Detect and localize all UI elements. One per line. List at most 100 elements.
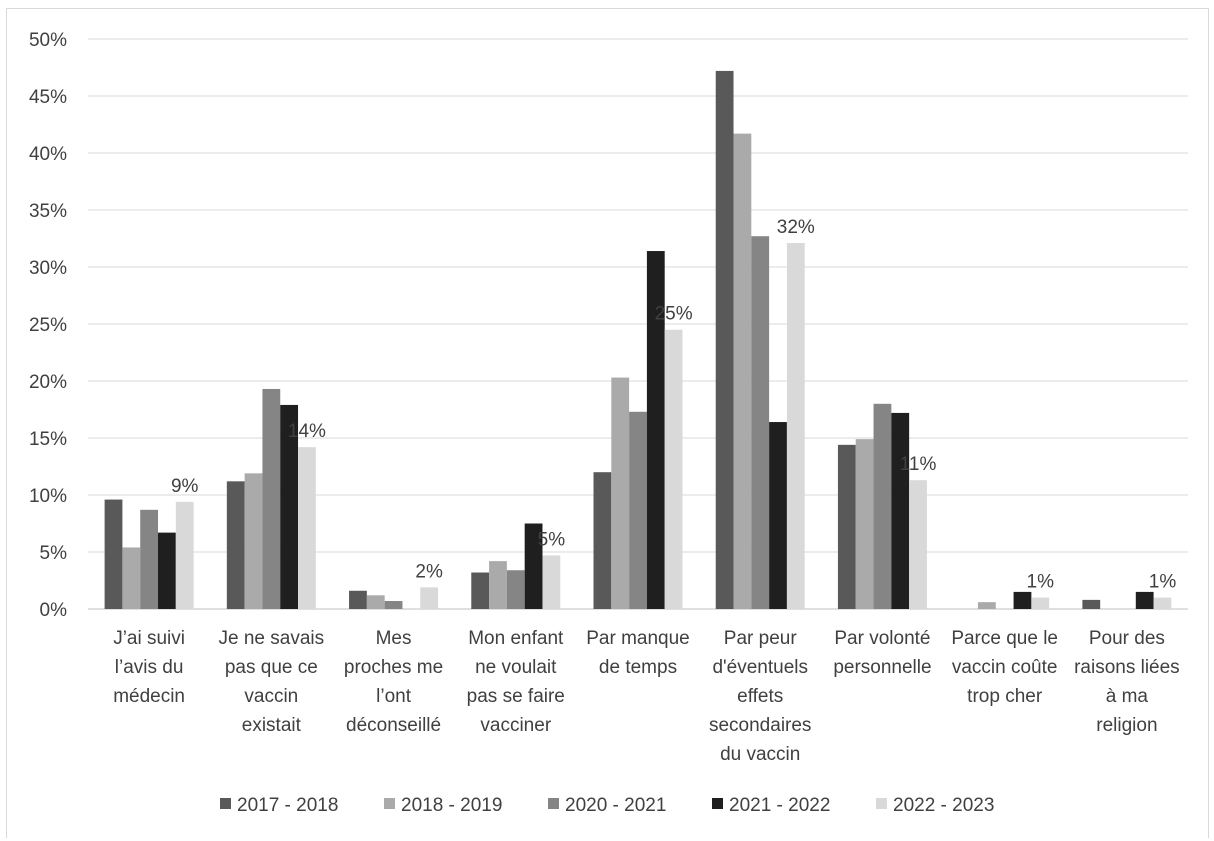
category-label: religion (1096, 715, 1157, 736)
category-label: pas se faire (467, 686, 565, 707)
data-label: 1% (1149, 572, 1177, 593)
bar (855, 439, 874, 609)
y-tick-label: 30% (29, 258, 67, 279)
y-tick-label: 5% (40, 543, 68, 564)
category-label: déconseillé (346, 715, 441, 736)
bar (1031, 597, 1050, 609)
category-label: Pour des (1089, 628, 1165, 649)
legend: 2017 - 2018 2018 - 2019 2020 - 2021 2021 - … (220, 795, 994, 816)
legend-swatch (548, 798, 559, 809)
bar (524, 523, 543, 609)
category-label: vaccin coûte (952, 657, 1058, 678)
bar (593, 472, 612, 609)
data-label: 25% (655, 304, 693, 325)
legend-label: 2017 - 2018 (237, 795, 338, 816)
bar (715, 70, 734, 610)
bar (786, 243, 805, 609)
bar (506, 570, 525, 609)
bar (366, 595, 385, 609)
category-label: de temps (599, 657, 677, 678)
data-label: 9% (171, 476, 199, 497)
category-label: personnelle (833, 657, 931, 678)
legend-label: 2018 - 2019 (401, 795, 502, 816)
legend-label: 2022 - 2023 (893, 795, 994, 816)
category-label: trop cher (967, 686, 1043, 707)
bar (629, 411, 647, 609)
data-label: 32% (777, 217, 815, 238)
category-label: du vaccin (720, 744, 800, 765)
bar (489, 561, 507, 609)
category-label: médecin (113, 686, 185, 707)
bar (977, 602, 996, 609)
bar (646, 251, 665, 610)
bar (158, 532, 176, 609)
bar (542, 555, 561, 609)
category-label: Parce que le (951, 628, 1058, 649)
category-label: Par peur (724, 628, 798, 649)
category-label: Par volonté (834, 628, 930, 649)
y-tick-label: 20% (29, 372, 67, 393)
bar (280, 404, 299, 609)
data-label: 2% (415, 561, 443, 582)
category-label: raisons liées (1074, 657, 1180, 678)
bar (1082, 599, 1101, 609)
chart-frame (6, 8, 1209, 838)
y-tick-label: 35% (29, 201, 67, 222)
bar (1153, 597, 1172, 609)
bar (298, 447, 316, 609)
y-tick-label: 10% (29, 486, 67, 507)
data-labels: 9% 14% 2% 5% 25% 32% 11% 1% 1% (171, 217, 1176, 593)
data-label: 1% (1027, 572, 1055, 593)
bar (175, 501, 194, 609)
category-label: proches me (344, 657, 443, 678)
bar (471, 572, 490, 609)
legend-swatch (876, 798, 887, 809)
bars (104, 70, 1172, 610)
bar (420, 587, 439, 609)
bar (909, 480, 927, 609)
bar (891, 412, 910, 609)
y-tick-label: 40% (29, 144, 67, 165)
category-label: J’ai suivi (113, 628, 185, 649)
bar (611, 377, 630, 609)
data-label: 5% (538, 529, 566, 550)
category-label: Mon enfant (468, 628, 564, 649)
bar (244, 473, 263, 609)
bar (104, 499, 123, 609)
category-label: existait (242, 715, 302, 736)
category-label: à ma (1106, 686, 1149, 707)
legend-label: 2021 - 2022 (729, 795, 830, 816)
y-axis: 0% 5% 10% 15% 20% 25% 30% 35% 40% 45% 50% (29, 30, 67, 621)
bar (349, 590, 367, 609)
bar (384, 601, 403, 609)
data-label: 14% (288, 421, 326, 442)
category-label: pas que ce (225, 657, 318, 678)
bar (226, 481, 245, 609)
category-label: effets (737, 686, 783, 707)
category-label: Par manque (586, 628, 690, 649)
bar (769, 422, 787, 609)
y-tick-label: 15% (29, 429, 67, 450)
category-label: vaccin (244, 686, 298, 707)
category-label: Mes (376, 628, 412, 649)
bar (733, 133, 752, 609)
category-label: d'éventuels (712, 657, 808, 678)
data-label: 11% (900, 454, 937, 475)
category-label: ne voulait (475, 657, 557, 678)
category-label: l’avis du (115, 657, 184, 678)
bar (262, 388, 281, 609)
bar (122, 547, 141, 609)
x-axis: J’ai suivi l’avis du médecin Je ne savais pa… (113, 628, 1179, 765)
bar (751, 236, 770, 609)
legend-label: 2020 - 2021 (565, 795, 666, 816)
category-label: vacciner (480, 715, 551, 736)
bar (1135, 591, 1154, 609)
category-label: secondaires (709, 715, 811, 736)
y-tick-label: 0% (40, 600, 68, 621)
bar (837, 444, 856, 609)
bar (140, 509, 159, 609)
bar (664, 329, 683, 609)
legend-swatch (384, 798, 395, 809)
y-tick-label: 25% (29, 315, 67, 336)
